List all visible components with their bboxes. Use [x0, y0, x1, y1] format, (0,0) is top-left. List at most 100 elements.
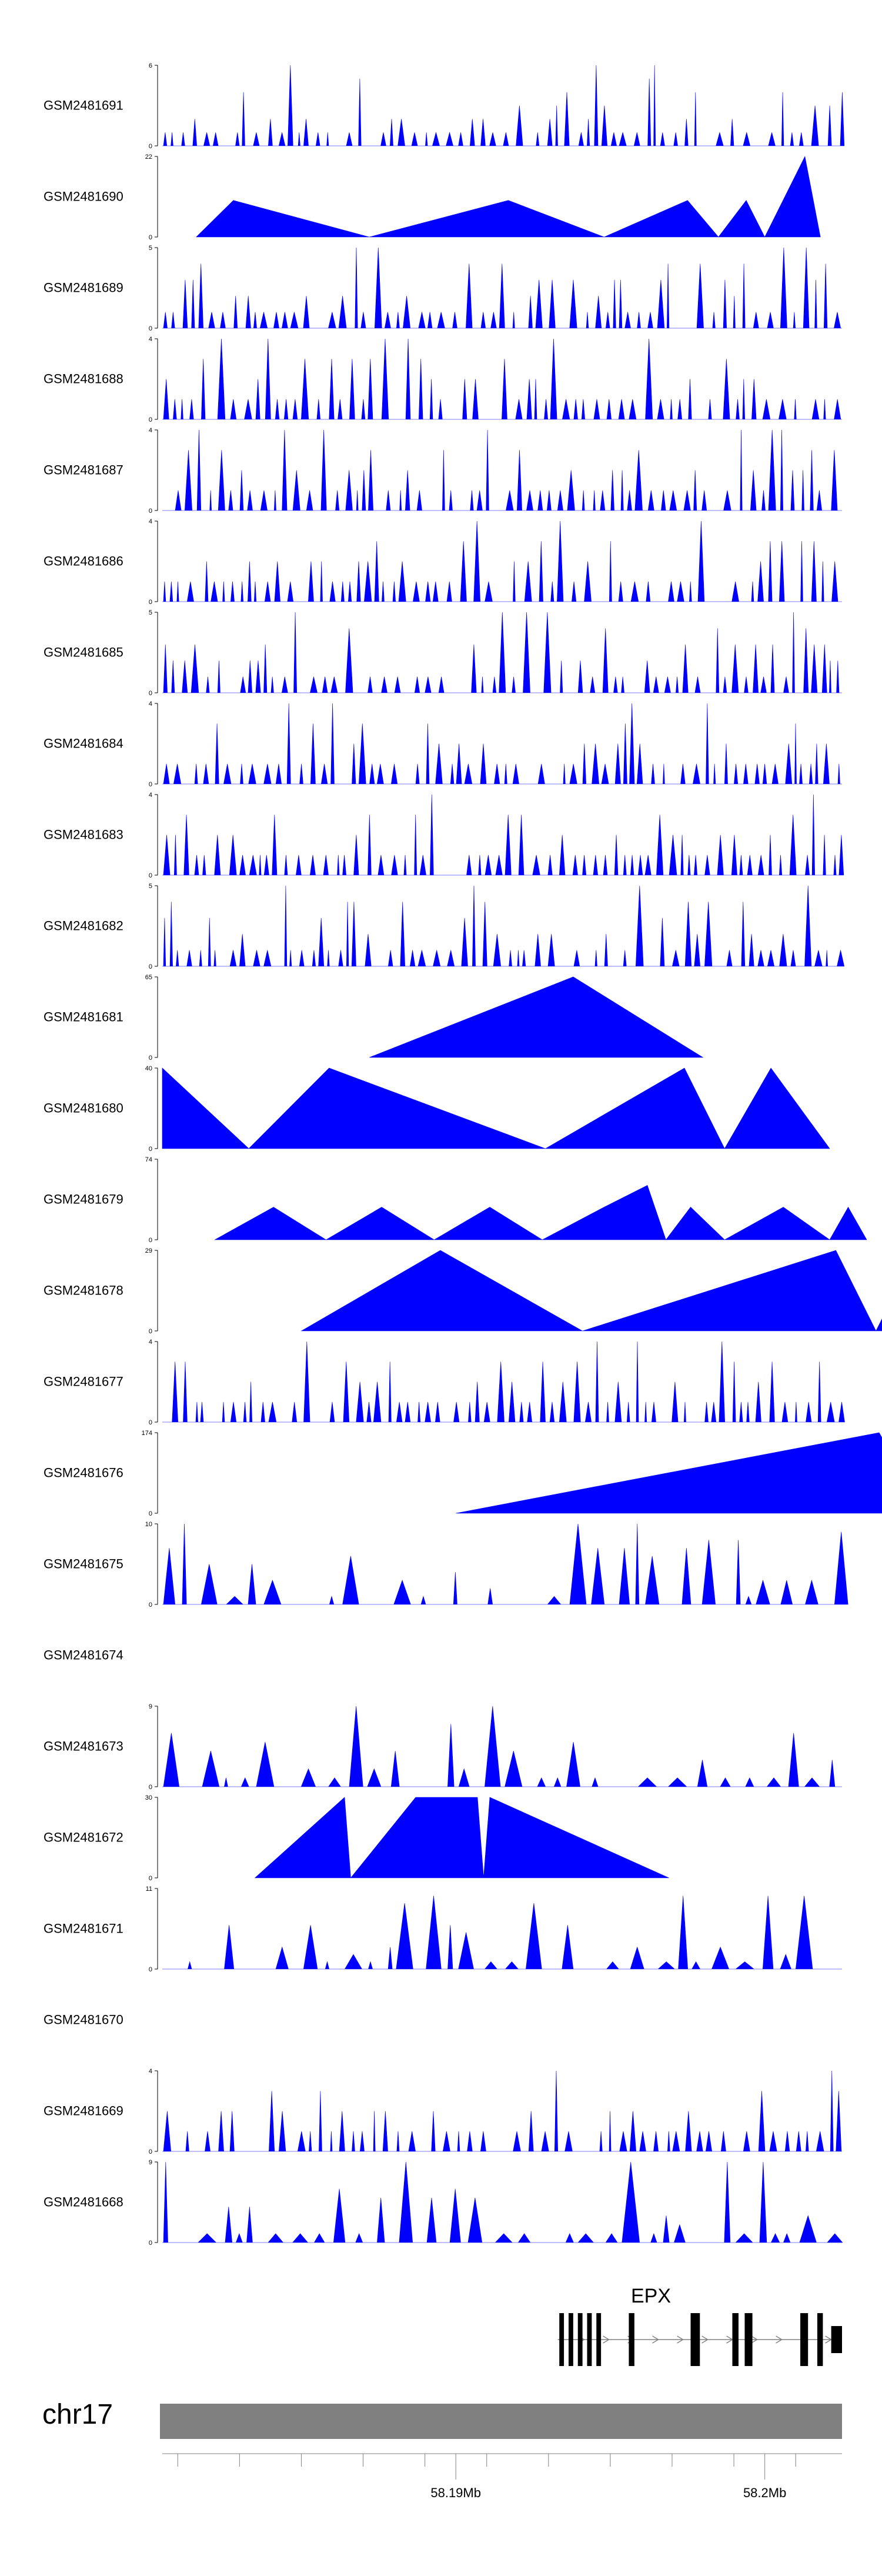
ideogram-track: chr17	[42, 2399, 842, 2439]
track-label: GSM2481669	[44, 2104, 123, 2118]
y-tick-label-zero: 0	[149, 2148, 152, 2155]
x-axis-tick-label: 58.2Mb	[743, 2485, 786, 2500]
track-label: GSM2481690	[44, 189, 123, 204]
coverage-area	[162, 338, 842, 420]
gene-exon	[559, 2313, 564, 2366]
y-tick-label-max: 5	[149, 883, 152, 890]
x-axis-tick-label: 58.19Mb	[430, 2485, 481, 2500]
track-GSM2481678: GSM2481678 29 0	[44, 1247, 882, 1335]
track-GSM2481674: GSM2481674	[44, 1648, 123, 1663]
y-tick-label-max: 65	[145, 974, 152, 981]
track-y-axis: 40	[149, 336, 158, 423]
strand-arrow-icon	[603, 2335, 610, 2344]
track-label: GSM2481677	[44, 1374, 123, 1389]
coverage-area	[162, 885, 845, 967]
gene-exon	[800, 2313, 808, 2366]
y-tick-label-max: 10	[145, 1521, 152, 1528]
y-tick-label-zero: 0	[149, 1784, 152, 1791]
y-tick-label-zero: 0	[149, 416, 152, 423]
y-tick-label-zero: 0	[149, 963, 152, 970]
gene-exon	[577, 2313, 583, 2366]
track-label: GSM2481679	[44, 1192, 123, 1207]
y-tick-label-zero: 0	[149, 1055, 152, 1062]
track-GSM2481675: GSM2481675 10 0	[44, 1521, 848, 1609]
strand-arrow-icon	[776, 2335, 783, 2344]
track-GSM2481679: GSM2481679 74 0	[44, 1156, 867, 1244]
y-tick-label-zero: 0	[149, 1419, 152, 1426]
coverage-area	[369, 976, 704, 1058]
track-y-axis: 50	[149, 883, 158, 970]
coverage-area	[162, 1896, 842, 1970]
y-tick-label-max: 9	[149, 2159, 152, 2166]
y-tick-label-zero: 0	[149, 325, 152, 332]
y-tick-label-max: 5	[149, 245, 152, 252]
gene-exon	[690, 2313, 700, 2366]
strand-arrow-icon	[652, 2335, 659, 2344]
y-tick-label-zero: 0	[149, 2240, 152, 2247]
track-GSM2481681: GSM2481681 65 0	[44, 974, 704, 1062]
gene-exon	[744, 2313, 753, 2366]
gene-exon	[596, 2313, 602, 2366]
coverage-area	[162, 1706, 842, 1787]
y-tick-label-max: 30	[145, 1794, 152, 1801]
track-label: GSM2481685	[44, 645, 123, 660]
track-y-axis: 60	[149, 62, 158, 150]
y-tick-label-max: 4	[149, 518, 152, 525]
y-tick-label-max: 40	[145, 1065, 152, 1072]
y-tick-label-max: 4	[149, 2068, 152, 2075]
track-y-axis: 11 0	[146, 1886, 158, 1973]
track-label: GSM2481686	[44, 554, 123, 569]
strand-arrow-icon	[825, 2335, 832, 2344]
track-GSM2481686: GSM2481686 4 0	[44, 518, 842, 606]
coverage-area	[162, 1523, 848, 1605]
track-label: GSM2481674	[44, 1648, 123, 1663]
track-label: GSM2481688	[44, 372, 123, 386]
y-tick-label-zero: 0	[149, 599, 152, 606]
track-y-axis: 10 0	[145, 1521, 158, 1609]
y-tick-label-max: 4	[149, 336, 152, 343]
track-y-axis: 65 0	[145, 974, 158, 1062]
data-tracks-panel: GSM248169160GSM2481690220GSM248168950GSM…	[44, 62, 882, 2247]
y-tick-label-max: 5	[149, 609, 152, 616]
track-GSM2481672: GSM2481672 30 0	[44, 1794, 669, 1882]
coverage-area	[162, 247, 842, 329]
track-label: GSM2481683	[44, 827, 123, 842]
strand-arrow-icon	[701, 2335, 709, 2344]
coverage-area	[162, 65, 845, 146]
track-y-axis: 29 0	[145, 1247, 158, 1335]
track-y-axis: 50	[149, 609, 158, 697]
y-tick-label-max: 9	[149, 1703, 152, 1710]
track-y-axis: 40	[149, 427, 158, 515]
coverage-area	[162, 2070, 842, 2152]
track-y-axis: 90	[149, 2159, 158, 2247]
y-tick-label-zero: 0	[149, 1875, 152, 1882]
coverage-area	[196, 156, 821, 238]
coverage-area	[162, 1067, 830, 1149]
genome-axis: 58.19Mb 58.2Mb	[162, 2453, 842, 2500]
y-tick-label-zero: 0	[149, 234, 152, 241]
y-tick-label-max: 29	[145, 1247, 152, 1254]
track-y-axis: 40 0	[145, 1065, 158, 1153]
track-label: GSM2481682	[44, 919, 123, 933]
y-tick-label-zero: 0	[149, 1237, 152, 1244]
track-label: GSM2481673	[44, 1739, 123, 1754]
coverage-area	[456, 1432, 882, 1514]
gene-model-track: EPX	[557, 2285, 842, 2366]
y-tick-label-zero: 0	[149, 508, 152, 515]
track-label: GSM2481678	[44, 1283, 123, 1298]
y-tick-label-zero: 0	[149, 1328, 152, 1335]
y-tick-label-zero: 0	[149, 781, 152, 788]
y-tick-label-zero: 0	[149, 1601, 152, 1609]
track-label: GSM2481681	[44, 1010, 123, 1025]
y-tick-label-max: 4	[149, 792, 152, 799]
track-label: GSM2481684	[44, 736, 123, 751]
track-y-axis: 74 0	[145, 1156, 158, 1244]
track-label: GSM2481675	[44, 1557, 123, 1571]
track-y-axis: 90	[149, 1703, 158, 1791]
